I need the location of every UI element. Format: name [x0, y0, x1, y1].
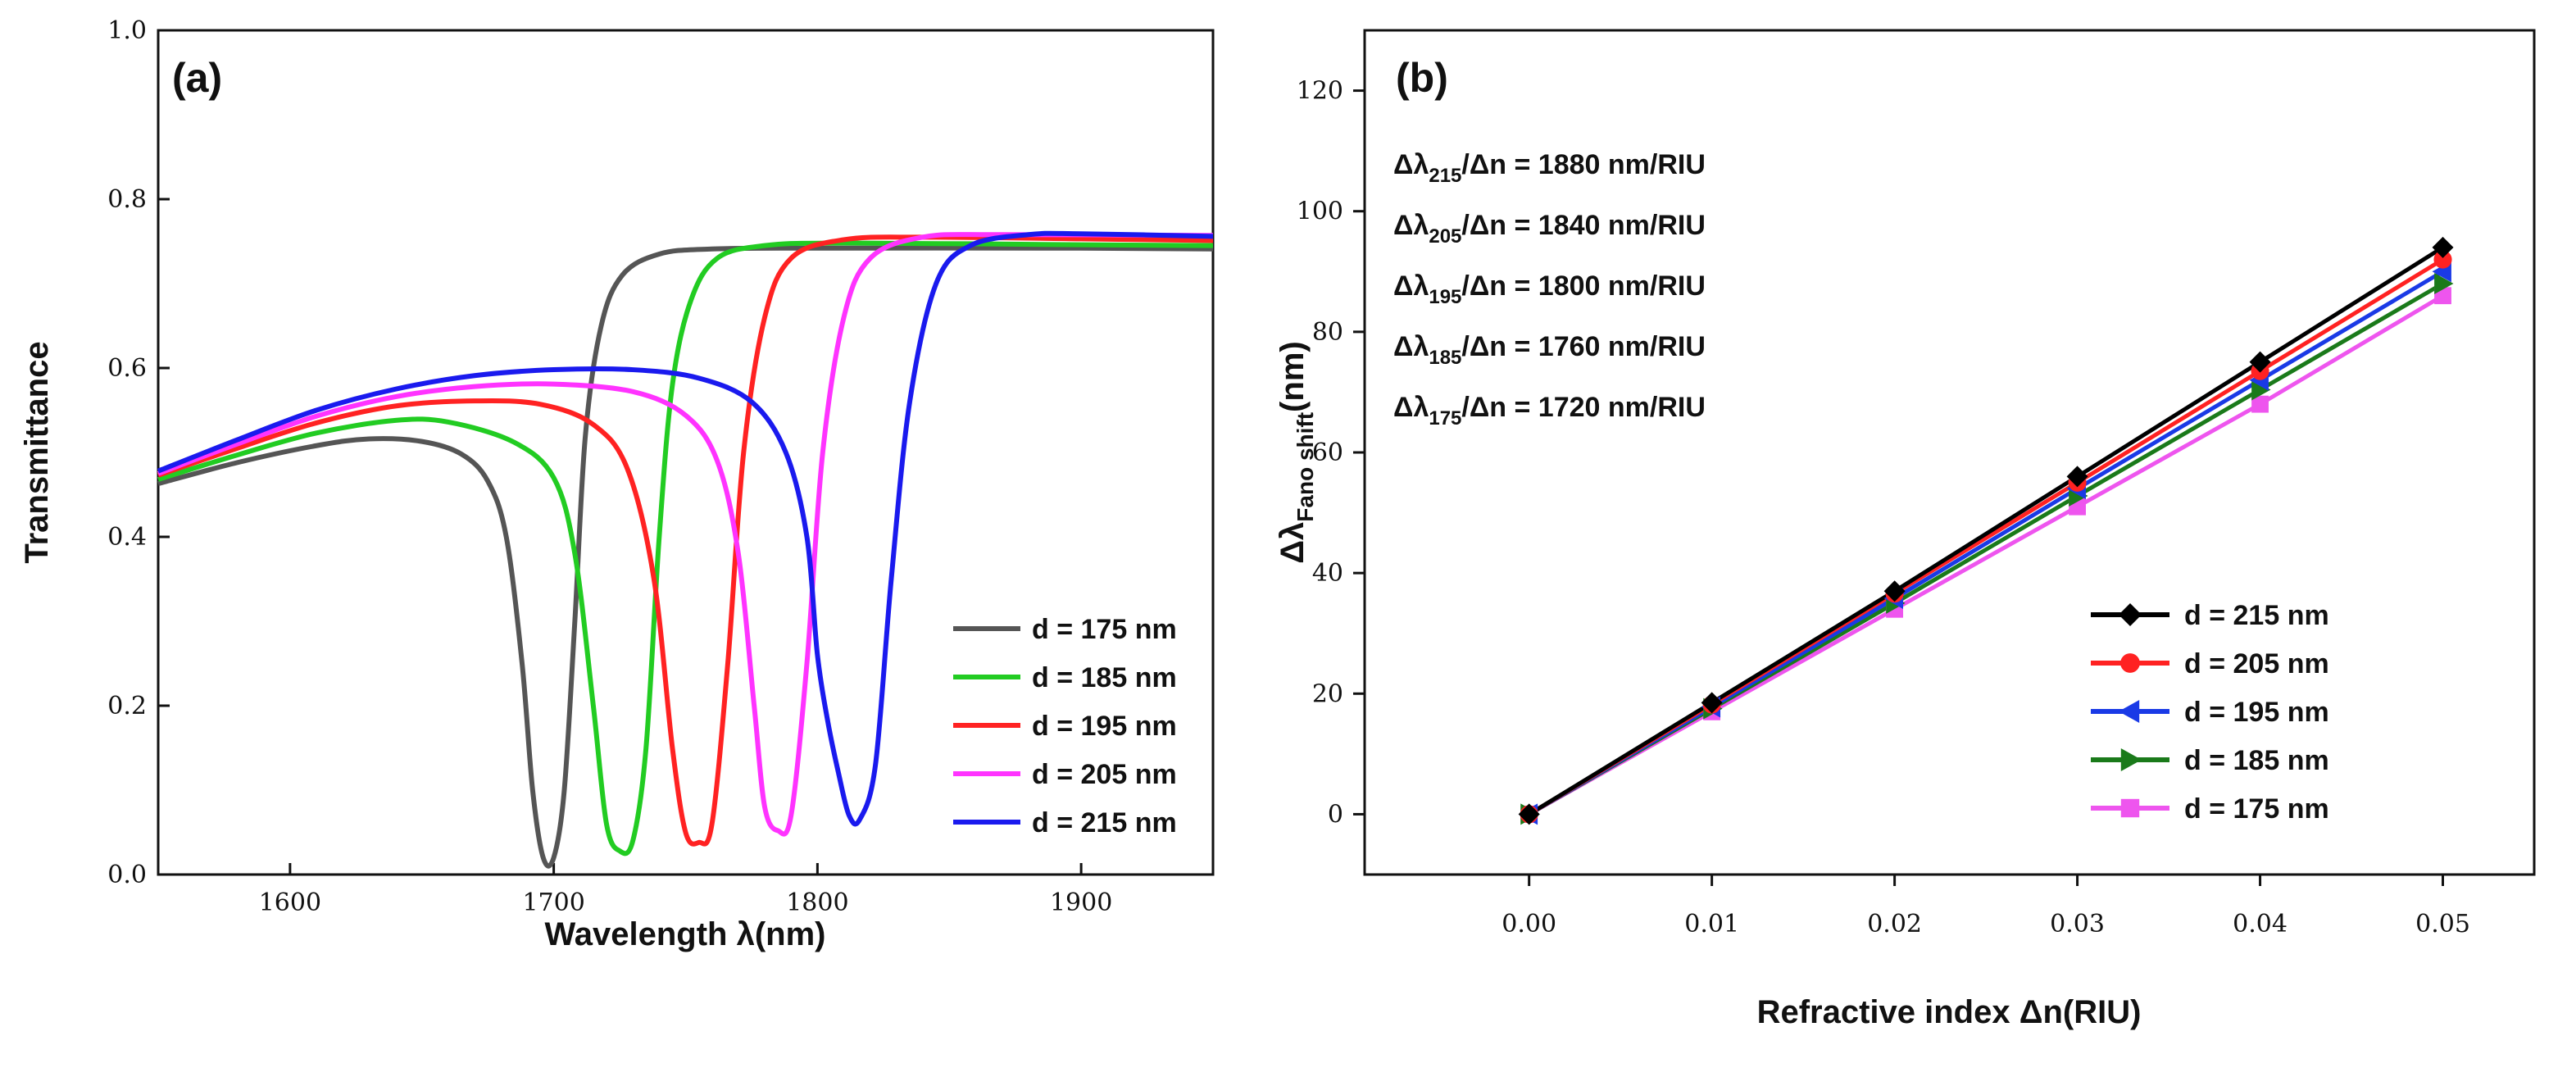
panel-b-legend-label: d = 185 nm	[2184, 745, 2329, 776]
panel-b-x-tick-label: 0.00	[1502, 910, 1556, 938]
panel-b-legend-marker	[2120, 653, 2140, 673]
panel-b-marker	[1883, 580, 1906, 602]
sensitivity-subscript: 175	[1429, 407, 1461, 429]
panel-a-x-tick-label: 1800	[786, 888, 848, 917]
panel-b-x-tick-label: 0.02	[1867, 910, 1922, 938]
panel-b-y-tick-label: 60	[1312, 438, 1343, 467]
sensitivity-subscript: 185	[1429, 347, 1461, 369]
panel-b-legend-marker	[2119, 700, 2140, 723]
panel-a-legend-label: d = 215 nm	[1032, 807, 1177, 838]
panel-a-legend-label: d = 175 nm	[1032, 614, 1177, 645]
panel-a-y-tick-label: 1.0	[107, 16, 147, 45]
panel-a-legend-label: d = 185 nm	[1032, 662, 1177, 693]
panel-b-y-tick-label: 120	[1297, 77, 1343, 106]
panel-b-sensitivity-annotation: Δλ205/Δn = 1840 nm/RIU	[1393, 210, 1706, 248]
panel-a-ticks: 1600 1700 1800 1900 0.0 0.2 0.4 0.6 0.8 1.0	[107, 16, 1112, 917]
sensitivity-subscript: 215	[1429, 165, 1461, 187]
panel-b-marker	[2066, 466, 2088, 488]
panel-b-legend-label: d = 195 nm	[2184, 697, 2329, 728]
panel-b-x-tick-label: 0.01	[1684, 910, 1739, 938]
panel-b-legend-label: d = 215 nm	[2184, 600, 2329, 631]
panel-a-curve-215nm	[157, 230, 1214, 827]
panel-b-x-tick-label: 0.03	[2050, 910, 2105, 938]
panel-b-y-label-sub: Fano shift	[1293, 412, 1318, 522]
panel-a-transmittance-chart: 1600 1700 1800 1900 0.0 0.2 0.4 0.6 0.8 1.0 (a) W…	[19, 16, 1215, 952]
panel-b-line-215nm	[1528, 245, 2444, 816]
panel-b-marker	[1518, 803, 1540, 825]
panel-b-sensitivity-annotation: Δλ215/Δn = 1880 nm/RIU	[1393, 149, 1706, 187]
panel-b-y-label-unit: (nm)	[1274, 341, 1311, 412]
panel-b-marker	[2432, 236, 2454, 258]
panel-b-y-tick-label: 20	[1312, 679, 1343, 708]
panel-b-legend-label: d = 175 nm	[2184, 793, 2329, 825]
sensitivity-value: /Δn = 1800 nm/RIU	[1461, 270, 1705, 302]
panel-a-legend-label: d = 205 nm	[1032, 759, 1177, 790]
panel-b-sensitivity-annotations: Δλ215/Δn = 1880 nm/RIU Δλ205/Δn = 1840 nm…	[1393, 149, 1706, 429]
panel-b-lines	[1518, 236, 2454, 825]
panel-b-marker	[2251, 379, 2271, 401]
panel-b-line-175nm	[1528, 293, 2444, 816]
svg-text:ΔλFano shift(nm): ΔλFano shift(nm)	[1274, 341, 1318, 563]
panel-b-x-tick-label: 0.05	[2415, 910, 2470, 938]
panel-a-curve-175nm	[157, 245, 1214, 869]
panel-b-y-label-main: Δλ	[1274, 522, 1311, 564]
panel-b-y-tick-label: 40	[1312, 559, 1343, 588]
panel-a-y-tick-label: 0.2	[107, 692, 147, 720]
panel-a-x-tick-label: 1700	[522, 888, 584, 917]
panel-a-curve-185nm	[157, 240, 1214, 857]
panel-b-marker	[2433, 250, 2452, 269]
panel-b-sensitivity-annotation: Δλ175/Δn = 1720 nm/RIU	[1393, 392, 1706, 429]
sensitivity-subscript: 205	[1429, 225, 1461, 248]
sensitivity-value: /Δn = 1760 nm/RIU	[1461, 331, 1705, 362]
panel-a-curve-195nm	[157, 234, 1214, 847]
panel-b-legend-marker	[2120, 798, 2140, 818]
sensitivity-value: /Δn = 1720 nm/RIU	[1461, 392, 1705, 423]
panel-a-y-tick-label: 0.0	[107, 861, 147, 889]
panel-b-y-tick-label: 0	[1328, 800, 1343, 829]
panel-b-x-axis-label: Refractive index Δn(RIU)	[1757, 994, 2142, 1030]
panel-a-curve-205nm	[157, 232, 1214, 837]
panel-b-legend-label: d = 205 nm	[2184, 648, 2329, 679]
panel-b-marker	[2251, 395, 2269, 413]
panel-b-sensitivity-chart: 0.00 0.01 0.02 0.03 0.04 0.05020406080100120 …	[1274, 29, 2536, 1030]
sensitivity-value: /Δn = 1880 nm/RIU	[1461, 149, 1705, 180]
panel-a-label: (a)	[172, 55, 222, 101]
panel-a-y-tick-label: 0.6	[107, 354, 147, 383]
panel-b-marker	[2434, 273, 2454, 294]
panel-a-y-axis-label: Transmittance	[19, 341, 55, 563]
panel-a-curves	[157, 230, 1214, 869]
panel-a-x-tick-label: 1900	[1050, 888, 1112, 917]
panel-b-y-tick-label: 80	[1312, 318, 1343, 347]
panel-b-legend-marker	[2119, 603, 2142, 626]
panel-a-y-tick-label: 0.4	[107, 523, 147, 552]
panel-a-legend: d = 175 nm d = 185 nm d = 195 nm d = 205 nm…	[953, 614, 1177, 838]
panel-b-y-axis-label: ΔλFano shift(nm)	[1274, 341, 1318, 563]
panel-b-y-tick-label: 100	[1297, 198, 1343, 226]
panel-a-legend-label: d = 195 nm	[1032, 711, 1177, 742]
panel-a-plot-frame	[157, 29, 1215, 876]
panel-a-x-tick-label: 1600	[259, 888, 321, 917]
panel-b-marker	[2249, 351, 2271, 373]
panel-b-legend: d = 215 nm d = 205 nm d = 195 nm d = 185 nm…	[2091, 600, 2329, 825]
panel-b-ticks: 0.00 0.01 0.02 0.03 0.04 0.05 0 20 40 60 80 100 120	[1297, 77, 2470, 938]
sensitivity-subscript: 195	[1429, 286, 1461, 308]
sensitivity-value: /Δn = 1840 nm/RIU	[1461, 210, 1705, 241]
panel-b-legend-marker	[2120, 748, 2142, 771]
panel-b-x-tick-label: 0.04	[2233, 910, 2288, 938]
panel-b-sensitivity-annotation: Δλ195/Δn = 1800 nm/RIU	[1393, 270, 1706, 308]
panel-b-label: (b)	[1396, 55, 1448, 101]
panel-b-sensitivity-annotation: Δλ185/Δn = 1760 nm/RIU	[1393, 331, 1706, 369]
panel-a-y-tick-label: 0.8	[107, 185, 147, 214]
panel-b-marker	[1701, 692, 1723, 714]
panel-a-x-axis-label: Wavelength λ(nm)	[545, 916, 826, 952]
